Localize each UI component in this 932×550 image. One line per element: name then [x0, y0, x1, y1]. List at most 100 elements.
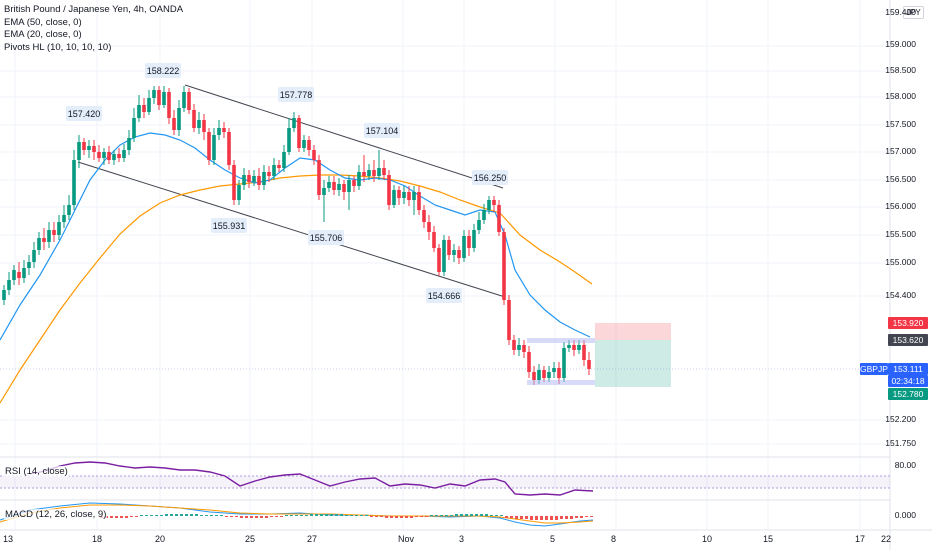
- candle-body[interactable]: [112, 154, 116, 160]
- candle-body[interactable]: [202, 120, 206, 132]
- candle-body[interactable]: [367, 170, 371, 176]
- candle-body[interactable]: [487, 200, 491, 210]
- target-price-tag[interactable]: 152.780: [888, 388, 928, 400]
- candle-body[interactable]: [382, 168, 386, 175]
- candle-body[interactable]: [212, 135, 216, 160]
- candle-body[interactable]: [52, 230, 56, 235]
- candle-body[interactable]: [247, 175, 251, 182]
- candle-body[interactable]: [557, 368, 561, 378]
- take-profit-zone[interactable]: [595, 340, 671, 387]
- candle-body[interactable]: [542, 370, 546, 378]
- candle-body[interactable]: [332, 182, 336, 190]
- candle-body[interactable]: [272, 165, 276, 176]
- candle-body[interactable]: [302, 140, 306, 148]
- candle-body[interactable]: [157, 90, 161, 105]
- candle-body[interactable]: [312, 150, 316, 160]
- candle-body[interactable]: [507, 300, 511, 340]
- candle-body[interactable]: [242, 175, 246, 185]
- pivot-label[interactable]: 155.706: [308, 230, 344, 245]
- candle-body[interactable]: [222, 128, 226, 132]
- pivot-label[interactable]: 154.666: [426, 288, 462, 303]
- candle-body[interactable]: [142, 105, 146, 112]
- candle-body[interactable]: [492, 200, 496, 205]
- candle-body[interactable]: [137, 105, 141, 118]
- candle-body[interactable]: [2, 290, 6, 300]
- candle-body[interactable]: [362, 172, 366, 176]
- candle-body[interactable]: [532, 372, 536, 380]
- candle-body[interactable]: [132, 118, 136, 138]
- candle-body[interactable]: [152, 90, 156, 98]
- candle-body[interactable]: [277, 165, 281, 168]
- candle-body[interactable]: [192, 110, 196, 128]
- candle-body[interactable]: [437, 248, 441, 272]
- candle-body[interactable]: [337, 184, 341, 190]
- candle-body[interactable]: [92, 146, 96, 152]
- candle-body[interactable]: [22, 268, 26, 278]
- candle-body[interactable]: [417, 192, 421, 210]
- candle-body[interactable]: [427, 222, 431, 232]
- candle-body[interactable]: [67, 205, 71, 215]
- candle-body[interactable]: [522, 345, 526, 352]
- pivot-label[interactable]: 157.420: [66, 106, 102, 121]
- candle-body[interactable]: [197, 120, 201, 128]
- candle-body[interactable]: [102, 152, 106, 158]
- candle-body[interactable]: [552, 368, 556, 372]
- candle-body[interactable]: [72, 160, 76, 205]
- candle-body[interactable]: [12, 270, 16, 280]
- candle-body[interactable]: [7, 280, 11, 290]
- candle-body[interactable]: [42, 238, 46, 242]
- candle-body[interactable]: [562, 348, 566, 378]
- candle-body[interactable]: [122, 150, 126, 158]
- candle-body[interactable]: [412, 192, 416, 200]
- candle-body[interactable]: [232, 165, 236, 200]
- symbol-tag[interactable]: GBPJPY: [860, 363, 894, 375]
- candle-body[interactable]: [397, 190, 401, 198]
- candle-body[interactable]: [537, 370, 541, 380]
- candle-body[interactable]: [147, 98, 151, 112]
- candle-body[interactable]: [57, 222, 61, 235]
- candle-body[interactable]: [467, 236, 471, 248]
- candle-body[interactable]: [227, 132, 231, 165]
- candle-body[interactable]: [307, 140, 311, 150]
- candle-body[interactable]: [322, 188, 326, 195]
- candle-body[interactable]: [182, 92, 186, 108]
- pivot-label[interactable]: 155.931: [211, 218, 247, 233]
- candle-body[interactable]: [187, 92, 191, 110]
- candle-body[interactable]: [457, 250, 461, 258]
- candle-body[interactable]: [217, 128, 221, 135]
- candle-body[interactable]: [387, 175, 391, 205]
- candle-body[interactable]: [82, 142, 86, 150]
- candle-body[interactable]: [252, 176, 256, 182]
- candle-body[interactable]: [472, 230, 476, 248]
- rsi-label[interactable]: RSI (14, close): [4, 466, 69, 477]
- candle-body[interactable]: [407, 192, 411, 200]
- candle-body[interactable]: [127, 138, 131, 150]
- symbol-title[interactable]: British Pound / Japanese Yen, 4h, OANDA: [4, 4, 184, 15]
- candle-body[interactable]: [422, 210, 426, 222]
- candle-body[interactable]: [262, 172, 266, 185]
- pivot-label[interactable]: 157.104: [364, 123, 400, 138]
- candle-body[interactable]: [317, 160, 321, 195]
- candle-body[interactable]: [587, 360, 591, 369]
- candle-body[interactable]: [442, 240, 446, 272]
- candle-body[interactable]: [87, 146, 91, 150]
- candle-body[interactable]: [462, 236, 466, 258]
- candle-body[interactable]: [547, 372, 551, 378]
- candle-body[interactable]: [292, 118, 296, 128]
- candle-body[interactable]: [47, 230, 51, 242]
- candle-body[interactable]: [342, 184, 346, 192]
- candle-body[interactable]: [207, 132, 211, 160]
- ema-20-legend[interactable]: EMA (20, close, 0): [4, 29, 82, 40]
- pivot-label[interactable]: 156.250: [472, 170, 508, 185]
- macd-label[interactable]: MACD (12, 26, close, 9): [4, 509, 108, 520]
- candle-body[interactable]: [582, 345, 586, 360]
- pivot-label[interactable]: 157.778: [278, 87, 314, 102]
- candle-body[interactable]: [572, 345, 576, 350]
- channel-upper-line[interactable]: [184, 84, 504, 189]
- candle-body[interactable]: [432, 232, 436, 248]
- candle-body[interactable]: [447, 240, 451, 255]
- candle-body[interactable]: [37, 238, 41, 250]
- candle-body[interactable]: [577, 345, 581, 350]
- channel-lower-line[interactable]: [77, 161, 506, 298]
